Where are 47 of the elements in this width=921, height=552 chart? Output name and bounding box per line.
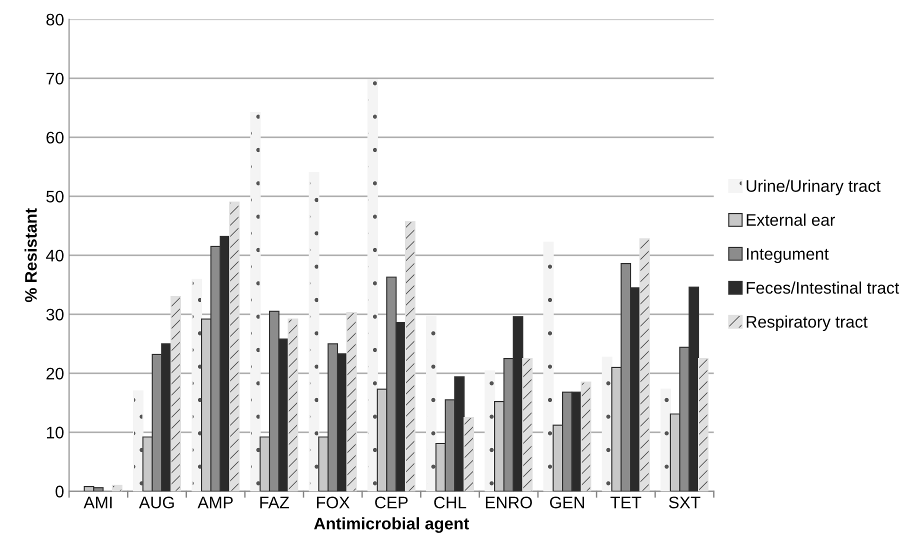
bar — [580, 382, 592, 492]
x-tick-label: AMP — [198, 496, 233, 508]
bar — [132, 390, 144, 492]
x-tick-label: AMI — [84, 496, 112, 508]
x-axis-title: Antimicrobial agent — [314, 517, 470, 533]
y-tick-label: 50 — [46, 190, 64, 203]
x-tick-label: AUG — [138, 496, 174, 508]
y-tick-label: 40 — [46, 250, 64, 262]
bar — [484, 370, 496, 492]
legend-label: External ear — [746, 214, 836, 226]
x-tick-label: TET — [610, 496, 642, 508]
bar — [404, 221, 416, 492]
x-tick-label: FOX — [317, 496, 350, 508]
bar — [639, 238, 650, 492]
x-tick-label: SXT — [669, 496, 700, 508]
x-tick-label: FAZ — [260, 496, 289, 508]
bar — [346, 312, 357, 492]
y-axis-title: % Resistant — [24, 208, 37, 302]
bar — [250, 112, 261, 492]
y-tick-label: 20 — [46, 368, 64, 380]
bar — [288, 318, 298, 492]
legend-label: Urine/Urinary tract — [746, 180, 881, 196]
bar — [543, 242, 554, 492]
x-tick-label: GEN — [550, 496, 584, 508]
legend-label: Integument — [746, 248, 829, 264]
y-tick-label: 80 — [46, 14, 64, 26]
bar — [660, 388, 671, 492]
bar — [367, 80, 378, 492]
bar — [112, 484, 122, 492]
legend-label: Respiratory tract — [746, 315, 868, 332]
bar — [464, 416, 474, 492]
bar — [698, 358, 708, 492]
y-tick-label: 30 — [46, 308, 64, 320]
x-tick-label: ENRO — [486, 496, 532, 508]
bar — [426, 316, 437, 492]
bar — [170, 296, 181, 492]
y-tick-label: 70 — [46, 72, 64, 85]
bar — [522, 358, 533, 492]
bar — [192, 278, 202, 492]
x-tick-label: CEP — [375, 496, 408, 508]
x-tick-label: CHL — [434, 496, 466, 508]
bar — [308, 172, 320, 492]
y-tick-label: 10 — [46, 426, 64, 438]
legend-label: Feces/Intestinal tract — [746, 282, 900, 294]
bar — [229, 202, 240, 492]
y-tick-label: 60 — [46, 132, 64, 144]
y-tick-label: 0 — [56, 486, 64, 498]
